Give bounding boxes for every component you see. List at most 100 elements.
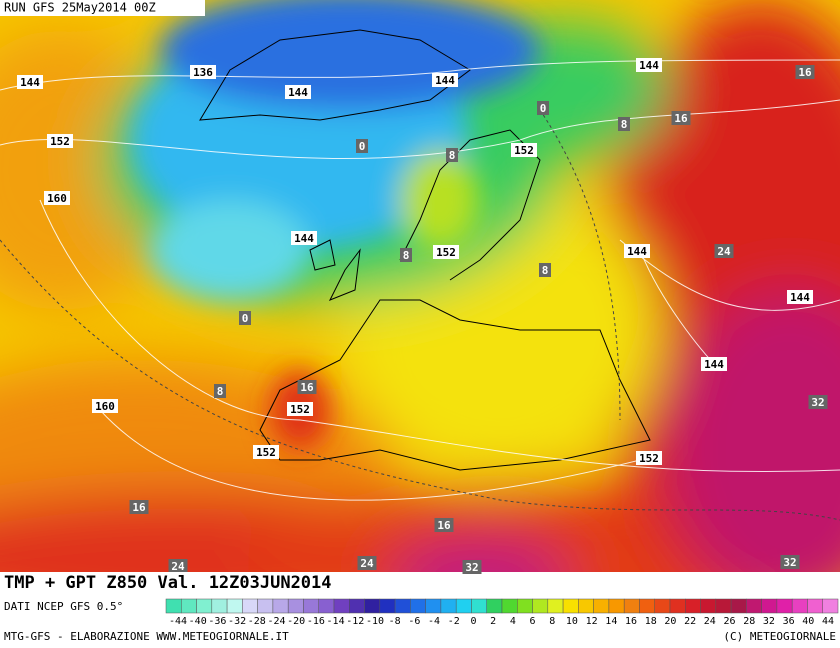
scale-label: 36 xyxy=(783,616,795,627)
label-box xyxy=(214,384,226,398)
scale-swatch xyxy=(685,598,701,614)
scale-swatch xyxy=(517,598,533,614)
label-box xyxy=(539,263,551,277)
scale-swatch xyxy=(547,598,564,614)
label-box xyxy=(400,248,412,262)
scale-label: 2 xyxy=(490,616,496,627)
contour-label: 144 xyxy=(435,74,455,87)
scale-label: -6 xyxy=(408,616,420,627)
contour-label: 152 xyxy=(50,135,70,148)
run-label: RUN GFS 25May2014 00Z xyxy=(4,1,156,15)
label-box xyxy=(432,73,458,87)
scale-swatch xyxy=(242,598,258,614)
contour-label: 24 xyxy=(360,557,374,570)
label-box xyxy=(618,117,630,131)
label-box xyxy=(291,231,317,245)
label-box xyxy=(511,143,537,157)
source: DATI NCEP GFS 0.5° xyxy=(4,600,123,613)
scale-label: -28 xyxy=(248,616,266,627)
scale-label: -12 xyxy=(346,616,364,627)
scale-swatch xyxy=(471,598,487,614)
contour-label: 160 xyxy=(47,192,67,205)
scale-label: -20 xyxy=(287,616,305,627)
scale-label: -8 xyxy=(389,616,401,627)
contour-label: 32 xyxy=(783,556,796,569)
scale-label: 28 xyxy=(743,616,755,627)
label-box xyxy=(624,244,650,258)
scale-swatch xyxy=(425,598,442,614)
scale-swatch xyxy=(654,598,671,614)
contour-label: 8 xyxy=(621,118,628,131)
scale-swatch xyxy=(639,598,655,614)
scale-swatch xyxy=(333,598,350,614)
contour-label: 144 xyxy=(790,291,810,304)
scale-label: 12 xyxy=(586,616,598,627)
contour-label: 152 xyxy=(436,246,456,259)
scale-swatch xyxy=(715,598,732,614)
contour-label: 144 xyxy=(627,245,647,258)
scale-label: 22 xyxy=(684,616,696,627)
scale-label: 26 xyxy=(723,616,735,627)
scale-label: -44 xyxy=(169,616,187,627)
contour-label: 16 xyxy=(437,519,451,532)
scale-swatch xyxy=(318,598,335,614)
contour-label: 0 xyxy=(242,312,249,325)
scale-swatch xyxy=(287,598,304,614)
scale-label: 44 xyxy=(822,616,834,627)
scale-swatch xyxy=(532,598,549,614)
isotherms xyxy=(0,109,840,521)
contour-label: 24 xyxy=(717,245,731,258)
scale-swatch xyxy=(593,598,610,614)
scale-swatch xyxy=(746,598,762,614)
scale-swatch xyxy=(165,598,182,614)
scale-label: 10 xyxy=(566,616,578,627)
scale-label: 14 xyxy=(605,616,617,627)
scale-swatch xyxy=(669,598,686,614)
scale-label: -4 xyxy=(428,616,440,627)
scale-label: -32 xyxy=(228,616,246,627)
label-box xyxy=(787,290,813,304)
scale-swatch xyxy=(181,598,197,614)
contour-label: 144 xyxy=(704,358,724,371)
label-box xyxy=(253,445,279,459)
label-box xyxy=(129,500,149,514)
contour-label: 0 xyxy=(359,140,366,153)
label-box xyxy=(239,311,251,325)
contour-label: 160 xyxy=(95,400,115,413)
scale-swatch xyxy=(791,598,808,614)
scale-swatch xyxy=(257,598,274,614)
scale-swatch xyxy=(761,598,778,614)
scale-swatch xyxy=(211,598,228,614)
scale-swatch xyxy=(272,598,289,614)
scale-label: -36 xyxy=(208,616,226,627)
label-box xyxy=(356,139,368,153)
scale-swatch xyxy=(349,598,365,614)
scale-label: -24 xyxy=(267,616,285,627)
scale-swatch xyxy=(730,598,747,614)
scale-label: -14 xyxy=(327,616,345,627)
contour-label: 152 xyxy=(290,403,310,416)
scale-swatch xyxy=(364,598,381,614)
label-box xyxy=(47,134,73,148)
label-box xyxy=(287,402,313,416)
contour-label: 144 xyxy=(639,59,659,72)
scale-label: -2 xyxy=(448,616,460,627)
scale-label: 0 xyxy=(470,616,476,627)
label-box xyxy=(462,560,482,574)
contour-label: 0 xyxy=(540,102,547,115)
scale-label: 40 xyxy=(802,616,814,627)
scale-swatch xyxy=(700,598,717,614)
contour-label: 16 xyxy=(300,381,314,394)
label-box xyxy=(285,85,311,99)
contour-label: 16 xyxy=(674,112,688,125)
contour-label: 152 xyxy=(514,144,534,157)
scale-swatch xyxy=(776,598,793,614)
label-box xyxy=(357,556,377,570)
scale-swatch xyxy=(394,598,411,614)
label-box xyxy=(780,555,800,569)
scale-swatch xyxy=(807,598,823,614)
label-box xyxy=(671,111,691,125)
credit: MTG-GFS - ELABORAZIONE WWW.METEOGIORNALE… xyxy=(4,630,289,643)
scale-label: 4 xyxy=(510,616,516,627)
